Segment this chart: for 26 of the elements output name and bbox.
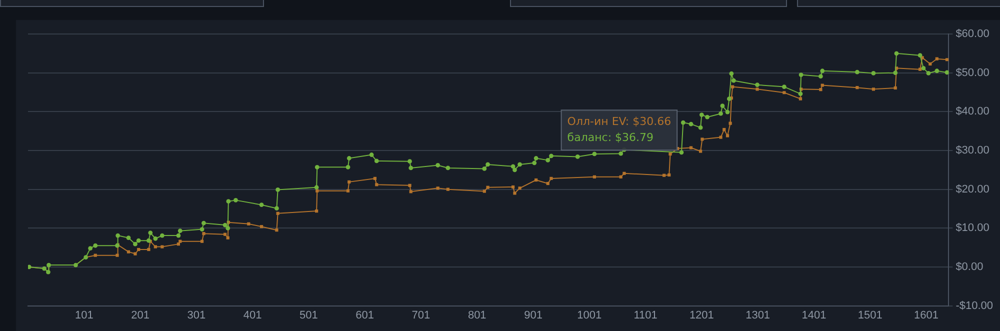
x-tick-label: 1501	[858, 309, 882, 322]
x-tick-label: 701	[412, 309, 430, 322]
x-tick-label: 501	[300, 309, 318, 322]
x-tick-label: 1601	[914, 309, 938, 322]
y-tick-label: $0.00	[956, 261, 984, 274]
y-tick-label: $60.00	[956, 28, 990, 40]
y-tick-label: $10.00	[956, 222, 990, 234]
x-tick-label: 401	[243, 309, 262, 322]
annotation: Олл-ин EV: $30.66	[567, 114, 672, 128]
x-tick-label: 101	[74, 309, 94, 322]
y-tick-label: $30.00	[956, 144, 990, 157]
x-tick-label: 1401	[802, 309, 826, 322]
x-tick-label: 201	[131, 309, 150, 322]
x-tick-label: 1001	[577, 309, 602, 322]
x-tick-label: 1201	[689, 309, 714, 322]
x-tick-label: 301	[187, 309, 206, 322]
x-tick-label: 801	[468, 309, 486, 322]
y-tick-label: $40.00	[956, 106, 990, 118]
y-tick-label: -$10.00	[956, 300, 994, 312]
x-tick-label: 1301	[746, 309, 770, 322]
x-tick-label: 601	[356, 309, 374, 322]
y-tick-label: $50.00	[956, 66, 990, 79]
y-tick-label: $20.00	[956, 183, 990, 196]
x-tick-label: 901	[524, 309, 542, 322]
x-tick-label: 1101	[634, 309, 658, 322]
annotation: баланс: $36.79	[567, 130, 654, 144]
